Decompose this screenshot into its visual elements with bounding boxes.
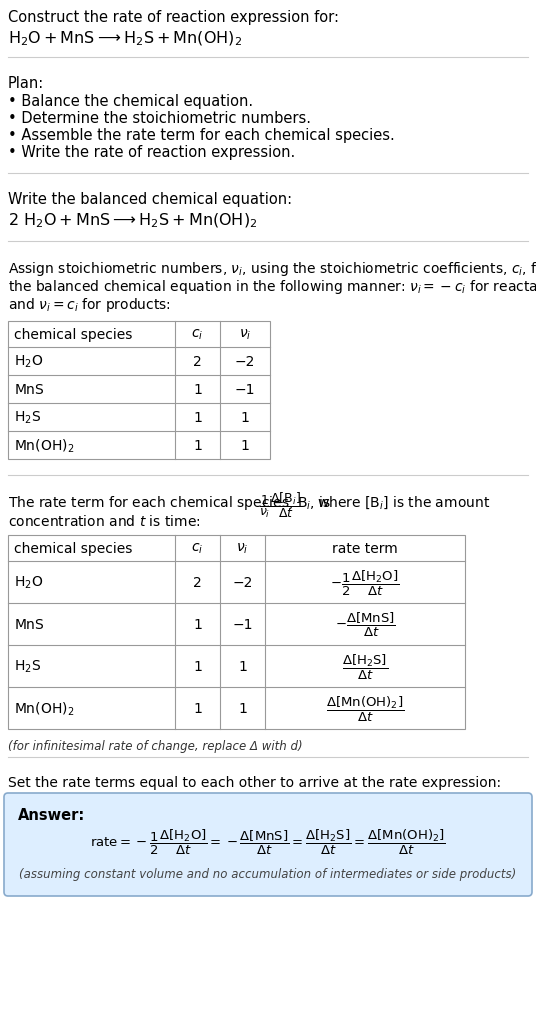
Text: 1: 1 xyxy=(193,618,202,632)
Text: $\nu_i$: $\nu_i$ xyxy=(239,327,251,341)
Text: $\dfrac{\Delta[\mathrm{H_2S}]}{\Delta t}$: $\dfrac{\Delta[\mathrm{H_2S}]}{\Delta t}… xyxy=(342,652,388,681)
Text: concentration and $t$ is time:: concentration and $t$ is time: xyxy=(8,514,200,529)
Text: 1: 1 xyxy=(238,701,247,715)
Text: −2: −2 xyxy=(232,576,252,589)
Text: rate term: rate term xyxy=(332,541,398,555)
Text: 1: 1 xyxy=(241,411,249,425)
Text: $\mathrm{H_2O}$: $\mathrm{H_2O}$ xyxy=(14,575,43,591)
Text: Write the balanced chemical equation:: Write the balanced chemical equation: xyxy=(8,192,292,207)
Text: $\mathrm{2\ H_2O + MnS \longrightarrow H_2S + Mn(OH)_2}$: $\mathrm{2\ H_2O + MnS \longrightarrow H… xyxy=(8,212,257,230)
Text: $-\dfrac{\Delta[\mathrm{MnS}]}{\Delta t}$: $-\dfrac{\Delta[\mathrm{MnS}]}{\Delta t}… xyxy=(334,610,396,639)
Text: 1: 1 xyxy=(193,438,202,452)
Text: the balanced chemical equation in the following manner: $\nu_i = -c_i$ for react: the balanced chemical equation in the fo… xyxy=(8,278,536,296)
Text: The rate term for each chemical species, $\mathrm{B}_i$, is: The rate term for each chemical species,… xyxy=(8,493,332,512)
Text: $\dfrac{1}{\nu_i}\dfrac{\Delta[\mathrm{B}_i]}{\Delta t}$: $\dfrac{1}{\nu_i}\dfrac{\Delta[\mathrm{B… xyxy=(259,490,302,520)
Text: $\mathrm{MnS}$: $\mathrm{MnS}$ xyxy=(14,382,45,396)
Text: 1: 1 xyxy=(193,701,202,715)
Text: (assuming constant volume and no accumulation of intermediates or side products): (assuming constant volume and no accumul… xyxy=(19,867,517,880)
Text: chemical species: chemical species xyxy=(14,541,132,555)
Text: Answer:: Answer: xyxy=(18,807,85,822)
Text: 1: 1 xyxy=(193,382,202,396)
Text: $\mathrm{Mn(OH)_2}$: $\mathrm{Mn(OH)_2}$ xyxy=(14,437,75,454)
Text: 1: 1 xyxy=(241,438,249,452)
Text: • Determine the stoichiometric numbers.: • Determine the stoichiometric numbers. xyxy=(8,111,311,126)
Text: $\mathrm{H_2O + MnS \longrightarrow H_2S + Mn(OH)_2}$: $\mathrm{H_2O + MnS \longrightarrow H_2S… xyxy=(8,30,242,48)
Text: Assign stoichiometric numbers, $\nu_i$, using the stoichiometric coefficients, $: Assign stoichiometric numbers, $\nu_i$, … xyxy=(8,260,536,278)
Text: $-\dfrac{1}{2}\dfrac{\Delta[\mathrm{H_2O}]}{\Delta t}$: $-\dfrac{1}{2}\dfrac{\Delta[\mathrm{H_2O… xyxy=(330,568,400,597)
Text: −1: −1 xyxy=(235,382,255,396)
Text: where $[\mathrm{B}_i]$ is the amount: where $[\mathrm{B}_i]$ is the amount xyxy=(317,493,490,511)
Text: 2: 2 xyxy=(193,355,202,369)
Text: • Assemble the rate term for each chemical species.: • Assemble the rate term for each chemic… xyxy=(8,127,394,143)
Text: 1: 1 xyxy=(238,659,247,674)
Text: • Write the rate of reaction expression.: • Write the rate of reaction expression. xyxy=(8,145,295,160)
Text: $\mathrm{rate} = -\dfrac{1}{2}\dfrac{\Delta[\mathrm{H_2O}]}{\Delta t} = -\dfrac{: $\mathrm{rate} = -\dfrac{1}{2}\dfrac{\De… xyxy=(90,827,446,856)
Text: −2: −2 xyxy=(235,355,255,369)
Text: $\mathrm{Mn(OH)_2}$: $\mathrm{Mn(OH)_2}$ xyxy=(14,700,75,717)
Text: $c_i$: $c_i$ xyxy=(191,541,204,555)
Text: $c_i$: $c_i$ xyxy=(191,327,204,341)
Text: Set the rate terms equal to each other to arrive at the rate expression:: Set the rate terms equal to each other t… xyxy=(8,775,501,790)
Text: −1: −1 xyxy=(232,618,253,632)
Text: 1: 1 xyxy=(193,659,202,674)
Text: Construct the rate of reaction expression for:: Construct the rate of reaction expressio… xyxy=(8,10,339,25)
FancyBboxPatch shape xyxy=(4,793,532,896)
Text: 2: 2 xyxy=(193,576,202,589)
Text: chemical species: chemical species xyxy=(14,328,132,341)
Text: 1: 1 xyxy=(193,411,202,425)
Text: $\mathrm{H_2S}$: $\mathrm{H_2S}$ xyxy=(14,658,41,675)
Text: (for infinitesimal rate of change, replace Δ with d): (for infinitesimal rate of change, repla… xyxy=(8,739,303,752)
Text: $\dfrac{\Delta[\mathrm{Mn(OH)_2}]}{\Delta t}$: $\dfrac{\Delta[\mathrm{Mn(OH)_2}]}{\Delt… xyxy=(326,694,404,722)
Text: $\nu_i$: $\nu_i$ xyxy=(236,541,249,555)
Bar xyxy=(8,535,465,730)
Text: $\mathrm{MnS}$: $\mathrm{MnS}$ xyxy=(14,618,45,632)
Text: $\mathrm{H_2S}$: $\mathrm{H_2S}$ xyxy=(14,410,41,426)
Text: Plan:: Plan: xyxy=(8,76,44,91)
Text: • Balance the chemical equation.: • Balance the chemical equation. xyxy=(8,94,253,109)
Bar xyxy=(8,322,270,460)
Text: and $\nu_i = c_i$ for products:: and $\nu_i = c_i$ for products: xyxy=(8,296,171,314)
Text: $\mathrm{H_2O}$: $\mathrm{H_2O}$ xyxy=(14,354,43,370)
